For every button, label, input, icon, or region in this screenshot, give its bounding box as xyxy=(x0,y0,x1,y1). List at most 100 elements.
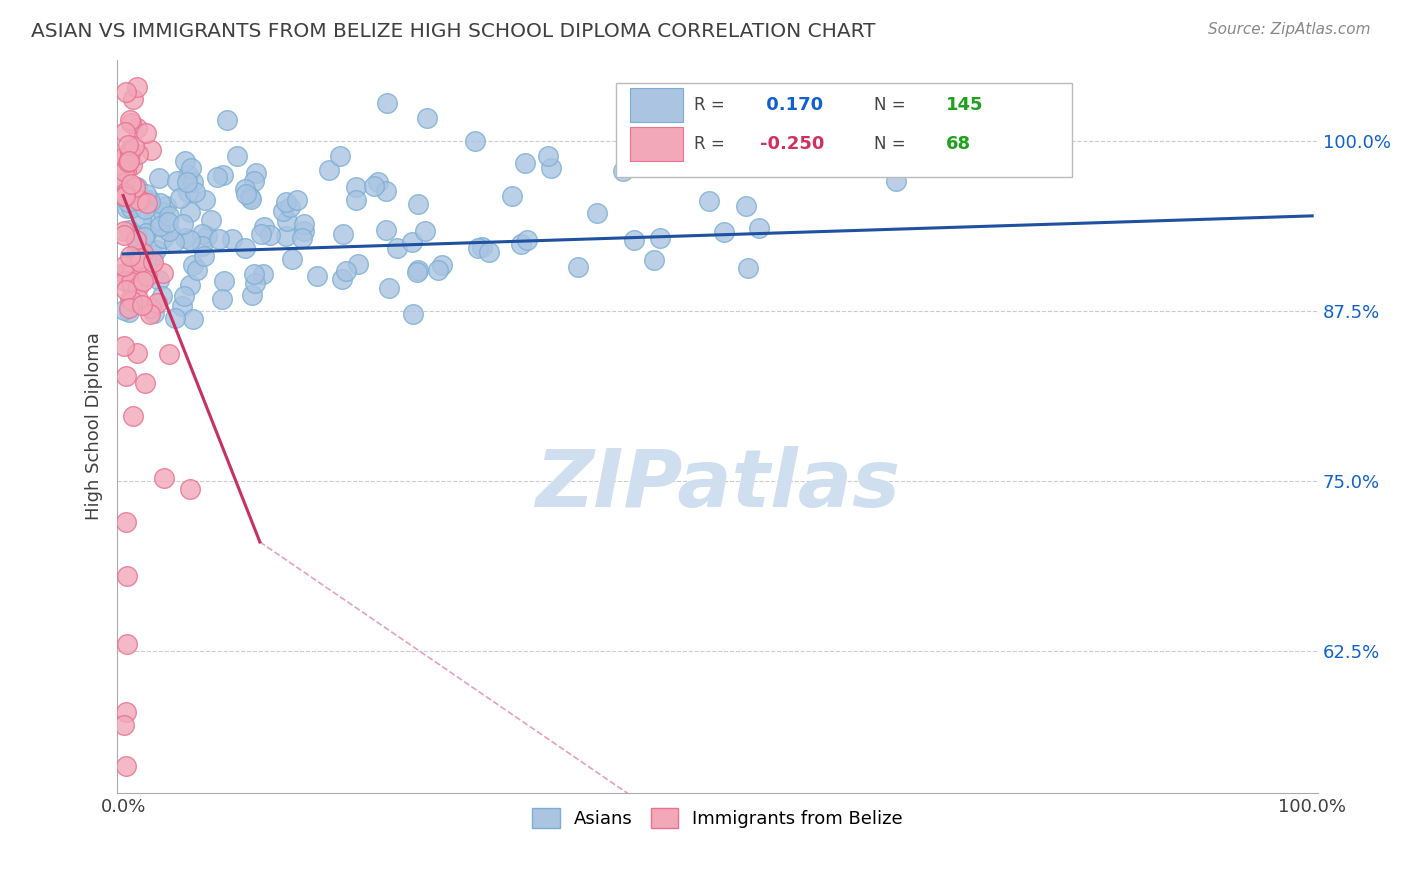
Point xyxy=(406,197,429,211)
Point xyxy=(124,255,146,269)
Point xyxy=(378,281,401,295)
Point xyxy=(139,194,162,209)
Point xyxy=(157,210,180,224)
Point xyxy=(118,223,141,237)
FancyBboxPatch shape xyxy=(616,83,1071,177)
Point xyxy=(401,235,423,249)
Point xyxy=(114,186,136,201)
Point xyxy=(139,301,162,315)
Point xyxy=(127,147,149,161)
Point xyxy=(245,166,267,180)
Point xyxy=(208,232,231,246)
Text: 0.170: 0.170 xyxy=(759,96,823,114)
Point xyxy=(305,268,328,283)
Point xyxy=(281,252,304,267)
Point xyxy=(142,248,165,262)
Point xyxy=(112,259,135,273)
Point xyxy=(271,204,294,219)
Point xyxy=(127,253,149,268)
Point xyxy=(125,180,148,194)
Point xyxy=(221,232,243,246)
Point xyxy=(114,153,136,167)
Point xyxy=(121,263,143,277)
Point xyxy=(120,113,142,128)
Point xyxy=(118,304,141,318)
Point xyxy=(125,244,148,258)
Point xyxy=(748,221,770,235)
Point xyxy=(138,307,160,321)
Point xyxy=(117,137,139,152)
Point xyxy=(152,231,174,245)
Point xyxy=(513,155,536,169)
Point xyxy=(127,280,149,294)
Point xyxy=(118,249,141,263)
Point xyxy=(242,267,264,281)
Point xyxy=(152,471,174,485)
Point xyxy=(250,227,273,241)
Point xyxy=(152,205,174,219)
Point xyxy=(120,143,142,157)
Point xyxy=(200,213,222,227)
Point xyxy=(179,233,201,247)
Point xyxy=(406,263,429,277)
Point xyxy=(124,252,146,267)
Point xyxy=(127,79,149,94)
Point xyxy=(252,267,274,281)
Point xyxy=(117,301,139,315)
Point xyxy=(135,187,157,202)
Point xyxy=(159,224,181,238)
Point xyxy=(128,251,150,265)
Point xyxy=(112,339,135,353)
Point xyxy=(121,92,143,106)
Point xyxy=(115,569,138,583)
Point xyxy=(115,369,138,384)
Point xyxy=(135,196,157,211)
Point xyxy=(186,263,208,277)
Point xyxy=(121,293,143,308)
Point xyxy=(135,126,157,140)
Text: 145: 145 xyxy=(946,96,983,114)
Text: N =: N = xyxy=(873,135,905,153)
Point xyxy=(163,235,186,249)
Point xyxy=(125,234,148,248)
Point xyxy=(135,226,157,240)
Point xyxy=(235,187,257,202)
Point xyxy=(278,200,301,214)
Point xyxy=(112,228,135,243)
Point xyxy=(612,163,634,178)
Point xyxy=(292,224,315,238)
Point xyxy=(155,199,177,213)
Point xyxy=(207,170,229,185)
Point xyxy=(363,178,385,193)
Point xyxy=(117,154,139,169)
Point xyxy=(142,255,165,269)
Point xyxy=(181,312,204,326)
Point xyxy=(430,258,453,272)
Point xyxy=(112,224,135,238)
Point xyxy=(120,275,142,289)
Point xyxy=(118,268,141,282)
Point xyxy=(131,297,153,311)
Point xyxy=(884,174,907,188)
Point xyxy=(344,193,367,207)
Point xyxy=(402,307,425,321)
Point xyxy=(120,201,142,215)
Point xyxy=(135,252,157,266)
Point xyxy=(193,193,215,207)
Point xyxy=(114,274,136,288)
Text: -0.250: -0.250 xyxy=(759,135,824,153)
Point xyxy=(173,288,195,302)
Point xyxy=(170,299,193,313)
Point xyxy=(259,227,281,242)
Point xyxy=(501,189,523,203)
Point xyxy=(139,143,162,157)
Point xyxy=(375,222,398,236)
Point xyxy=(180,161,202,175)
Point xyxy=(125,121,148,136)
Point xyxy=(623,233,645,247)
Point xyxy=(233,181,256,195)
Point xyxy=(120,146,142,161)
Point xyxy=(292,217,315,231)
Point xyxy=(239,193,262,207)
Point xyxy=(193,249,215,263)
